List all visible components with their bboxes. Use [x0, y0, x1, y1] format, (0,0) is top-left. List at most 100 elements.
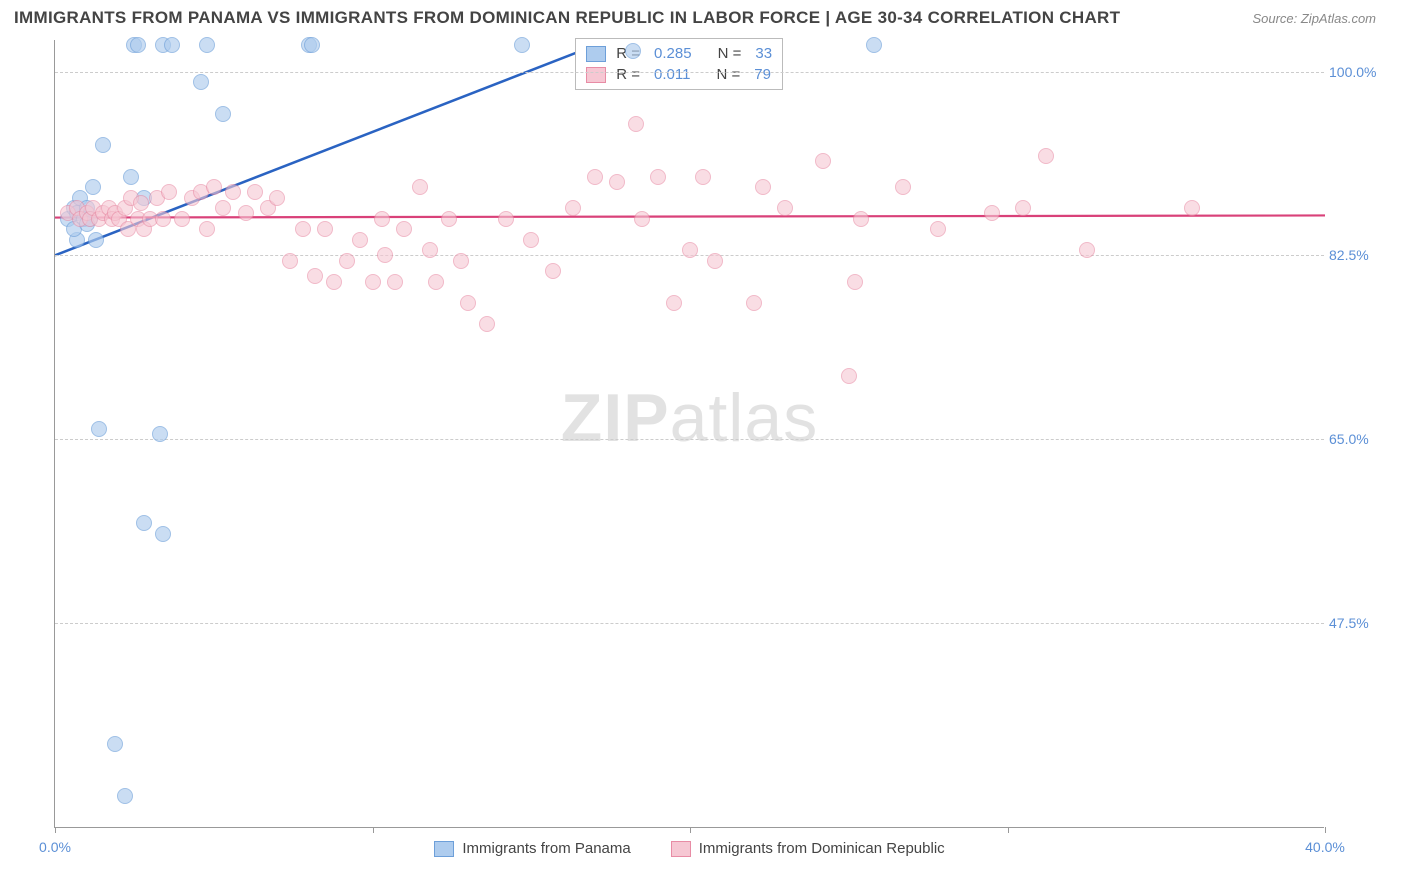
scatter-point: [628, 116, 644, 132]
gridline: [55, 439, 1324, 440]
series-legend: Immigrants from PanamaImmigrants from Do…: [55, 840, 1324, 857]
scatter-point: [441, 211, 457, 227]
scatter-point: [164, 37, 180, 53]
scatter-point: [755, 179, 771, 195]
scatter-point: [1184, 200, 1200, 216]
scatter-point: [460, 295, 476, 311]
scatter-point: [650, 169, 666, 185]
scatter-point: [206, 179, 222, 195]
legend-stats-row: R =0.285N =33: [586, 43, 772, 64]
legend-swatch: [586, 46, 606, 62]
legend-label: Immigrants from Dominican Republic: [699, 840, 945, 857]
scatter-point: [304, 37, 320, 53]
scatter-point: [587, 169, 603, 185]
scatter-point: [853, 211, 869, 227]
scatter-point: [625, 43, 641, 59]
scatter-point: [609, 174, 625, 190]
stats-legend: R =0.285N =33R =0.011N =79: [575, 38, 783, 90]
scatter-point: [130, 37, 146, 53]
trend-lines: [55, 40, 1325, 828]
scatter-point: [666, 295, 682, 311]
watermark-part2: atlas: [670, 380, 819, 456]
scatter-point: [123, 169, 139, 185]
x-tick-mark: [55, 827, 56, 833]
scatter-point: [247, 184, 263, 200]
scatter-point: [428, 274, 444, 290]
scatter-point: [498, 211, 514, 227]
scatter-point: [387, 274, 403, 290]
scatter-point: [88, 232, 104, 248]
scatter-point: [1015, 200, 1031, 216]
scatter-point: [155, 211, 171, 227]
scatter-point: [634, 211, 650, 227]
gridline: [55, 623, 1324, 624]
x-tick-mark: [373, 827, 374, 833]
x-tick-label: 40.0%: [1305, 839, 1345, 855]
scatter-point: [155, 526, 171, 542]
scatter-point: [746, 295, 762, 311]
scatter-point: [377, 247, 393, 263]
x-tick-mark: [690, 827, 691, 833]
watermark-part1: ZIP: [561, 380, 670, 456]
scatter-point: [225, 184, 241, 200]
scatter-point: [326, 274, 342, 290]
scatter-point: [422, 242, 438, 258]
scatter-point: [396, 221, 412, 237]
n-label: N =: [718, 45, 742, 62]
n-label: N =: [716, 66, 740, 83]
scatter-point: [352, 232, 368, 248]
scatter-point: [85, 179, 101, 195]
scatter-point: [238, 205, 254, 221]
scatter-point: [1038, 148, 1054, 164]
scatter-point: [479, 316, 495, 332]
r-label: R =: [616, 66, 640, 83]
scatter-point: [269, 190, 285, 206]
scatter-point: [199, 37, 215, 53]
scatter-point: [133, 195, 149, 211]
n-value: 79: [754, 66, 771, 83]
scatter-point: [215, 200, 231, 216]
scatter-point: [107, 736, 123, 752]
y-tick-label: 47.5%: [1329, 615, 1384, 631]
scatter-point: [307, 268, 323, 284]
scatter-point: [215, 106, 231, 122]
scatter-point: [174, 211, 190, 227]
y-tick-label: 100.0%: [1329, 64, 1384, 80]
scatter-point: [707, 253, 723, 269]
gridline: [55, 72, 1324, 73]
scatter-point: [339, 253, 355, 269]
x-tick-mark: [1008, 827, 1009, 833]
scatter-point: [117, 788, 133, 804]
x-tick-label: 0.0%: [39, 839, 71, 855]
legend-stats-row: R =0.011N =79: [586, 64, 772, 85]
legend-swatch: [586, 67, 606, 83]
scatter-point: [815, 153, 831, 169]
scatter-point: [866, 37, 882, 53]
watermark: ZIPatlas: [561, 379, 818, 457]
scatter-point: [695, 169, 711, 185]
scatter-point: [545, 263, 561, 279]
legend-item: Immigrants from Dominican Republic: [671, 840, 945, 857]
y-tick-label: 65.0%: [1329, 431, 1384, 447]
scatter-point: [199, 221, 215, 237]
scatter-point: [136, 515, 152, 531]
scatter-point: [565, 200, 581, 216]
scatter-point: [514, 37, 530, 53]
scatter-point: [1079, 242, 1095, 258]
chart-title: IMMIGRANTS FROM PANAMA VS IMMIGRANTS FRO…: [14, 8, 1120, 28]
scatter-point: [930, 221, 946, 237]
y-tick-label: 82.5%: [1329, 247, 1384, 263]
scatter-point: [777, 200, 793, 216]
scatter-point: [193, 74, 209, 90]
scatter-point: [161, 184, 177, 200]
scatter-point: [412, 179, 428, 195]
scatter-point: [895, 179, 911, 195]
scatter-point: [374, 211, 390, 227]
scatter-point: [317, 221, 333, 237]
r-value: 0.285: [654, 45, 692, 62]
scatter-point: [295, 221, 311, 237]
scatter-point: [984, 205, 1000, 221]
n-value: 33: [755, 45, 772, 62]
scatter-point: [282, 253, 298, 269]
legend-swatch: [671, 841, 691, 857]
